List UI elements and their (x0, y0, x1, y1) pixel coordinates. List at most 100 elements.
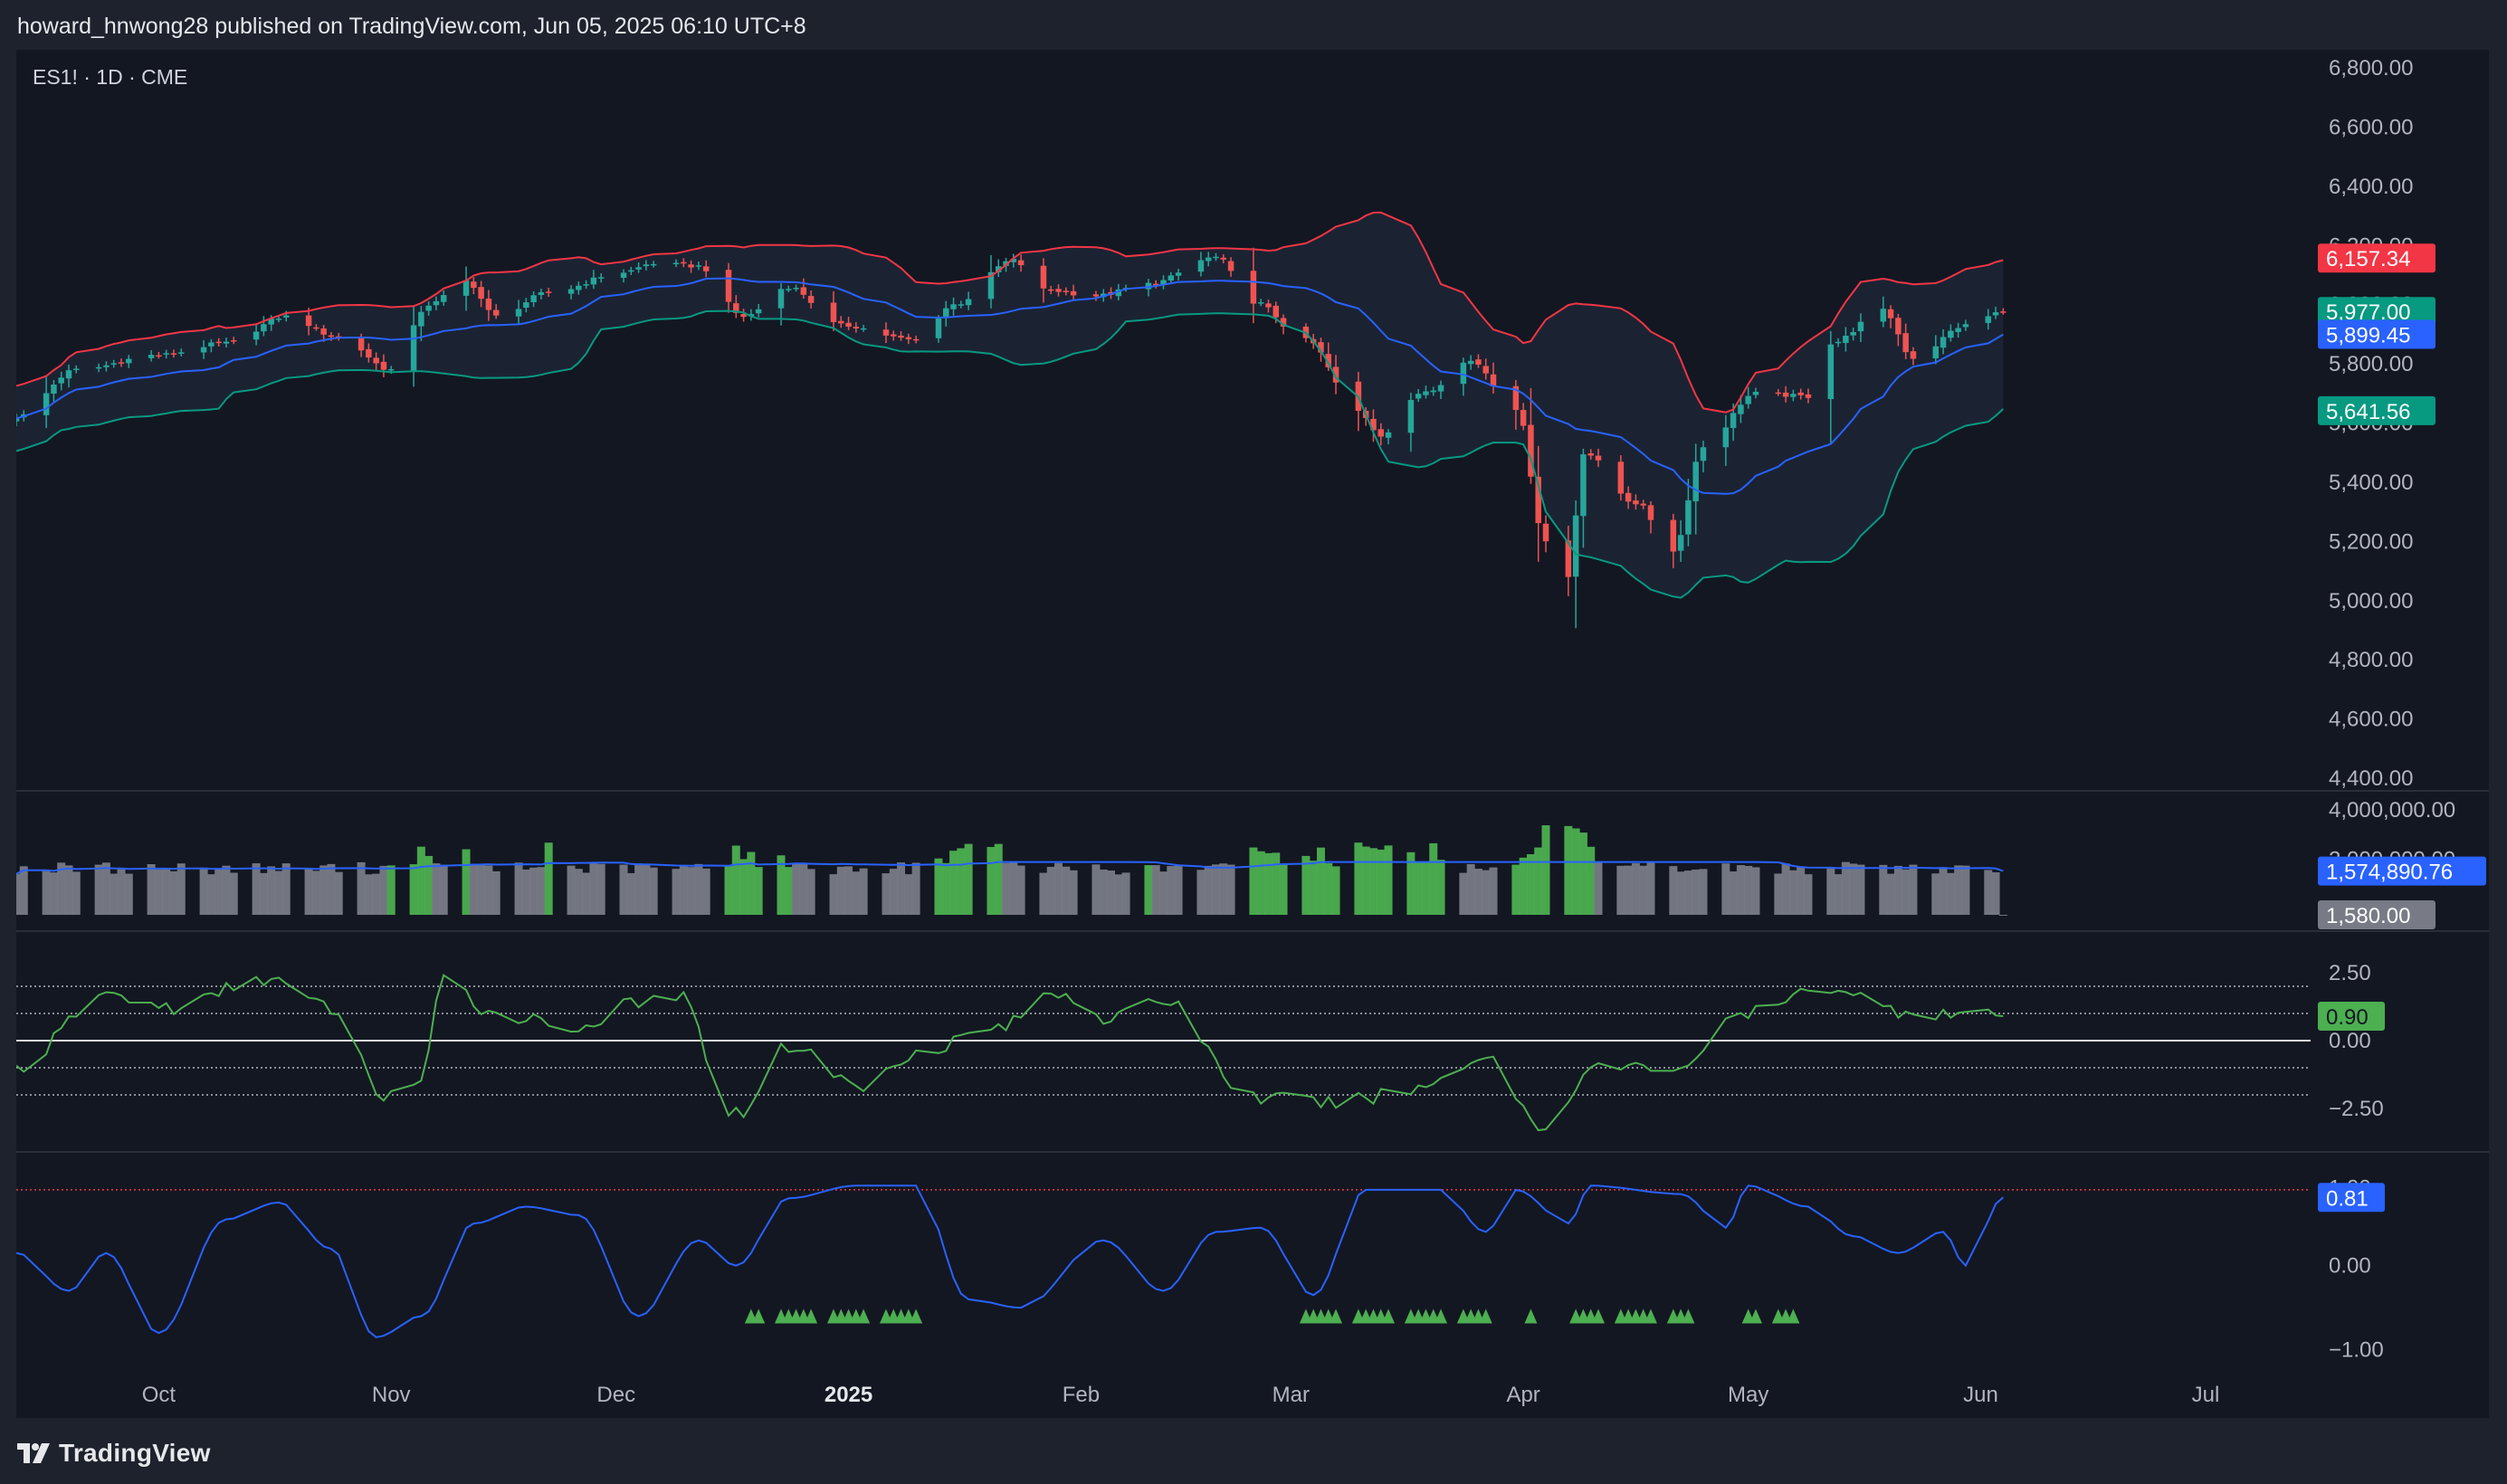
time-axis[interactable]: Oct Nov Dec 2025 Feb Mar Apr May Jun Jul (142, 1383, 2220, 1407)
candle-body (1115, 289, 1122, 297)
candle-body (590, 277, 597, 285)
candle (943, 300, 949, 327)
candle (898, 331, 904, 341)
candle-body (1625, 492, 1632, 502)
volume-bar (176, 863, 186, 915)
candle-body (958, 304, 965, 306)
candle (567, 285, 575, 300)
volume-bar (267, 866, 276, 915)
footer-brand: TradingView (59, 1439, 211, 1467)
volume-bar (1054, 862, 1063, 915)
chart-frame[interactable]: ES1! · 1D · CME 4,400.00 4,600.00 4,800.00… (12, 50, 2489, 1418)
price-axis[interactable]: 4,400.00 4,600.00 4,800.00 5,000.00 5,200.00… (2318, 56, 2486, 1363)
candle (1932, 335, 1940, 365)
candle-body (1692, 461, 1699, 502)
candle (845, 317, 852, 330)
volume-bar (1062, 866, 1071, 915)
candle-body (905, 337, 912, 339)
volume-bar (889, 869, 898, 915)
volume-bar (12, 873, 21, 915)
candle (1467, 355, 1474, 370)
candle-body (1722, 427, 1730, 448)
candle-body (1895, 318, 1902, 335)
candle (523, 298, 529, 313)
volume-bar (274, 870, 283, 915)
candle-body (320, 328, 327, 335)
candle-body (576, 285, 582, 290)
candle-body (163, 353, 169, 355)
footer-logo[interactable]: TradingView (17, 1439, 211, 1468)
candle-body (1647, 505, 1654, 520)
signal-triangle-icon (1682, 1308, 1695, 1324)
bollinger-band-fill (16, 212, 2004, 598)
blue-oscillator-value-badge: 0.81 (2318, 1183, 2385, 1213)
volume-bar (1489, 867, 1498, 915)
candle (987, 254, 995, 309)
blue-oscillator-pane[interactable] (15, 1184, 2311, 1338)
candle (1047, 285, 1054, 295)
candle (1910, 347, 1917, 366)
volume-bar (694, 863, 703, 915)
volume-bar (199, 867, 208, 915)
axis-tick-label: 4,800.00 (2329, 648, 2413, 672)
price-pane[interactable]: ES1! · 1D · CME (13, 65, 2007, 629)
lower-band-line (15, 309, 2004, 599)
candle (576, 281, 582, 295)
candle (912, 335, 920, 344)
candle (1197, 252, 1205, 277)
volume-bar (484, 865, 493, 915)
candle (882, 322, 890, 344)
volume-bar (1459, 872, 1468, 915)
candle-body (1385, 432, 1392, 438)
candle (478, 281, 484, 308)
volume-bar (859, 868, 868, 915)
oscillator-pane[interactable] (15, 974, 2311, 1132)
candle (1745, 386, 1751, 409)
volume-bar (829, 874, 838, 915)
volume-bar (1886, 873, 1895, 915)
candle (515, 300, 522, 325)
volume-bar (1249, 847, 1258, 915)
volume-bar (319, 865, 329, 915)
candle-body (643, 264, 650, 267)
signal-triangle-icon (1524, 1308, 1538, 1324)
volume-bar (882, 873, 891, 915)
candle (740, 309, 747, 322)
volume-bar (1272, 852, 1281, 915)
candle (1385, 429, 1392, 445)
candle-body (1640, 503, 1646, 506)
volume-bar (784, 867, 793, 915)
volume-bar (42, 870, 51, 915)
last-price-badge-bg (2318, 297, 2436, 327)
candle-body (275, 319, 282, 320)
candle (1572, 500, 1579, 629)
candle-body (935, 318, 942, 338)
candle-body (357, 338, 365, 351)
candle-body (373, 357, 379, 364)
candle (1670, 513, 1677, 568)
volume-pane[interactable] (12, 825, 2007, 916)
candle-body (1250, 271, 1257, 304)
volume-bar (57, 862, 66, 915)
candle (643, 260, 650, 271)
volume-average-line (15, 861, 2004, 875)
candle-body (635, 267, 642, 270)
axis-tick-label: 2.50 (2329, 961, 2371, 985)
volume-bar (1578, 832, 1587, 915)
candle-body (1535, 476, 1541, 524)
volume-bar (1436, 860, 1445, 915)
time-axis-label: Oct (142, 1383, 176, 1407)
candle (1475, 354, 1482, 368)
candle (65, 364, 72, 388)
volume-bar (1736, 865, 1745, 915)
volume-bar (1309, 861, 1318, 915)
candle (1827, 331, 1835, 443)
volume-bar (1316, 847, 1325, 915)
chart-svg[interactable]: ES1! · 1D · CME 4,400.00 4,600.00 4,800.00… (12, 50, 2489, 1418)
candle-body (313, 327, 319, 329)
volume-bar (1226, 864, 1235, 915)
volume-bar (49, 872, 58, 915)
volume-bar (1594, 861, 1603, 915)
candle-body (1332, 366, 1339, 383)
candle (1520, 403, 1527, 431)
